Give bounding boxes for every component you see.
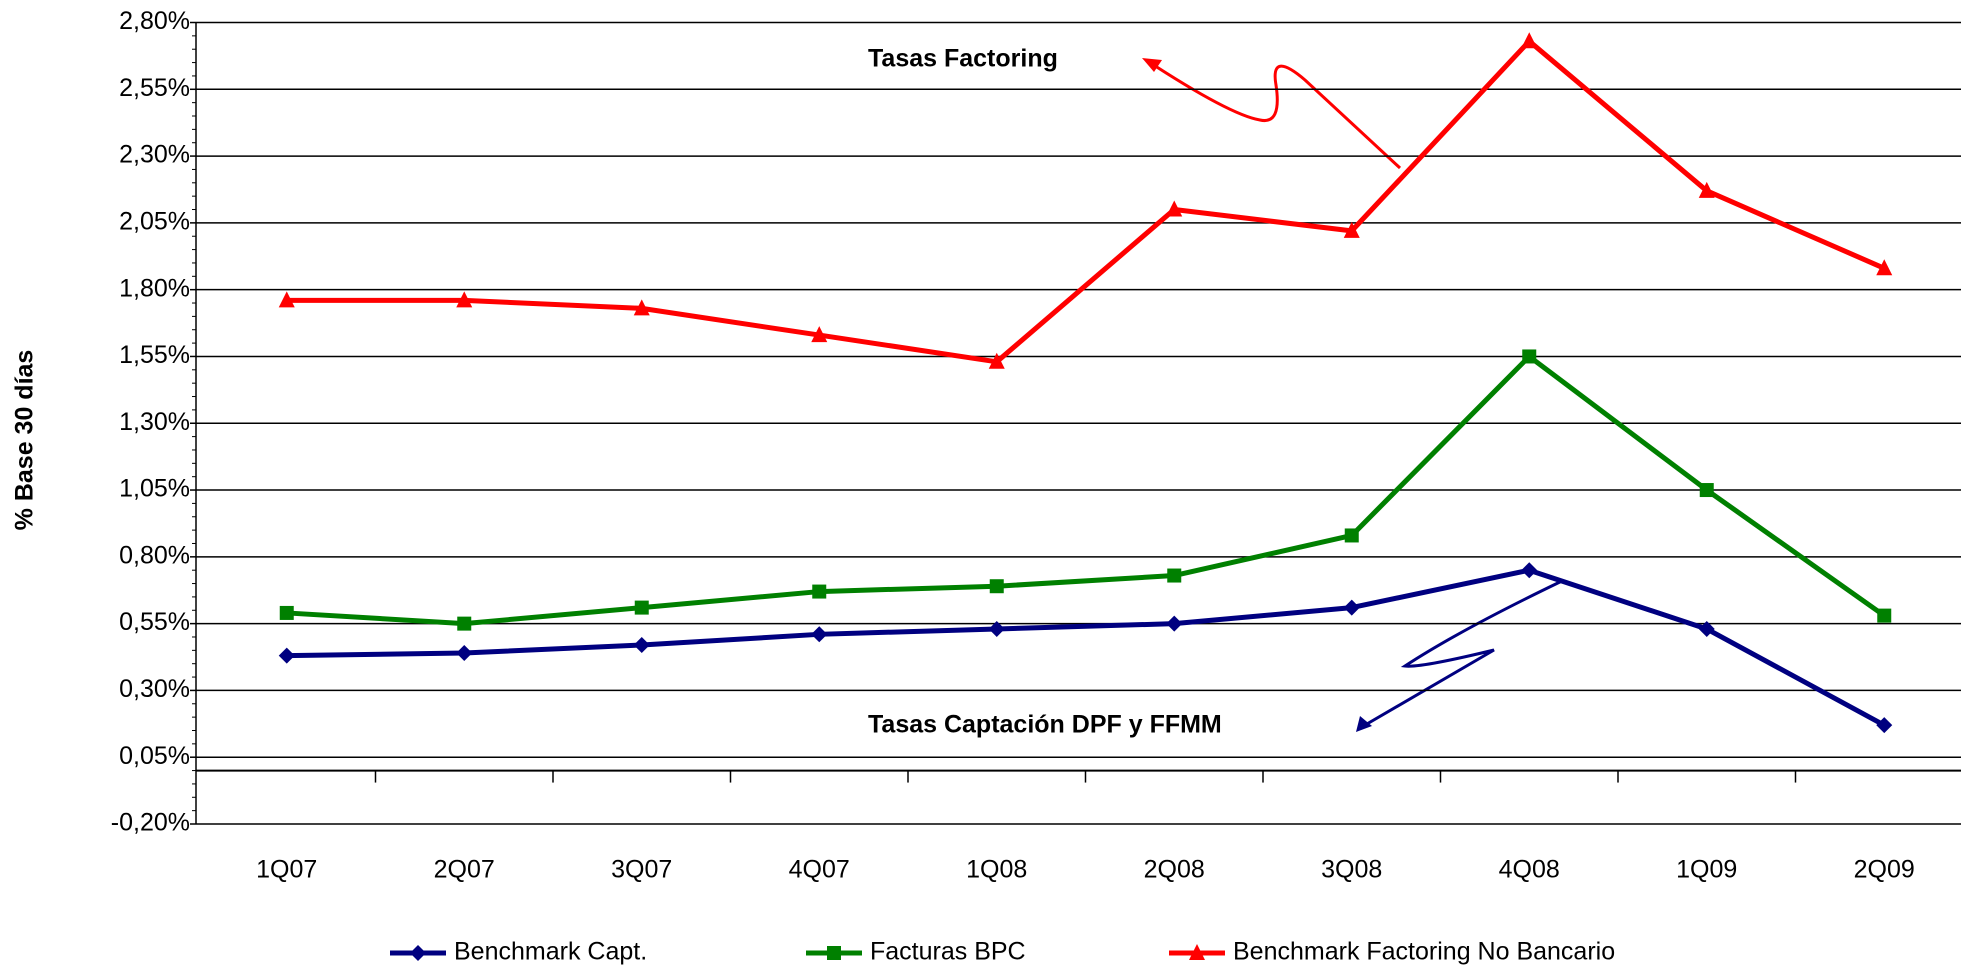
marker [1521, 32, 1538, 49]
marker [1698, 181, 1715, 198]
series-line [286, 38, 1886, 365]
marker [1166, 200, 1183, 217]
marker [456, 291, 473, 308]
annotation: Tasas Captación DPF y FFMM [868, 711, 1222, 739]
annotation: Tasas Factoring [868, 45, 1058, 73]
marker [812, 584, 827, 599]
marker [633, 636, 650, 653]
legend-label: Benchmark Capt. [454, 938, 647, 966]
y-tick-label: 2,80% [119, 7, 190, 35]
y-tick-label: -0,20% [111, 809, 190, 837]
legend-marker [410, 945, 426, 961]
marker [278, 291, 295, 308]
x-tick-label: 1Q07 [256, 856, 317, 884]
marker [279, 605, 294, 620]
marker [1167, 568, 1182, 583]
marker [1166, 615, 1183, 632]
y-tick-label: 2,55% [119, 74, 190, 102]
x-tick-label: 3Q08 [1321, 856, 1382, 884]
y-axis-label: % Base 30 días [11, 350, 39, 531]
x-tick-label: 4Q08 [1499, 856, 1560, 884]
x-tick-label: 1Q09 [1676, 856, 1737, 884]
y-tick-label: 2,30% [119, 141, 190, 169]
marker [1521, 562, 1538, 579]
legend-label: Facturas BPC [870, 938, 1026, 966]
marker [633, 299, 650, 316]
x-tick-label: 1Q08 [966, 856, 1027, 884]
annotation-arrow [1145, 58, 1402, 170]
legend-label: Benchmark Factoring No Bancario [1233, 938, 1615, 966]
marker [989, 579, 1004, 594]
marker [1876, 259, 1893, 276]
legend-marker [827, 946, 841, 960]
marker [634, 600, 649, 615]
marker [1876, 717, 1893, 734]
marker [988, 352, 1005, 369]
marker [988, 620, 1005, 637]
marker [1877, 608, 1892, 623]
y-tick-label: 1,80% [119, 274, 190, 302]
marker [811, 326, 828, 343]
annotation-arrowhead [1142, 58, 1162, 72]
marker [1344, 528, 1359, 543]
x-tick-label: 2Q07 [434, 856, 495, 884]
y-tick-label: 0,55% [119, 608, 190, 636]
marker [1698, 620, 1715, 637]
annotation-arrowhead [1356, 716, 1372, 732]
marker [456, 645, 473, 662]
y-tick-label: 0,05% [119, 742, 190, 770]
marker [457, 616, 472, 631]
marker [811, 626, 828, 643]
y-tick-label: 1,55% [119, 341, 190, 369]
y-tick-label: 0,30% [119, 675, 190, 703]
marker [278, 647, 295, 664]
annotation-arrow [1359, 579, 1563, 730]
series-line [286, 353, 1886, 627]
y-tick-label: 0,80% [119, 541, 190, 569]
marker [1343, 599, 1360, 616]
x-tick-label: 2Q09 [1854, 856, 1915, 884]
marker [1699, 483, 1714, 498]
marker [1343, 221, 1360, 238]
x-tick-label: 2Q08 [1144, 856, 1205, 884]
y-tick-label: 1,30% [119, 408, 190, 436]
y-tick-label: 1,05% [119, 475, 190, 503]
x-tick-label: 3Q07 [611, 856, 672, 884]
legend-marker [1189, 944, 1205, 960]
marker [1522, 349, 1537, 364]
x-tick-label: 4Q07 [789, 856, 850, 884]
series-line [286, 567, 1886, 728]
y-tick-label: 2,05% [119, 207, 190, 235]
